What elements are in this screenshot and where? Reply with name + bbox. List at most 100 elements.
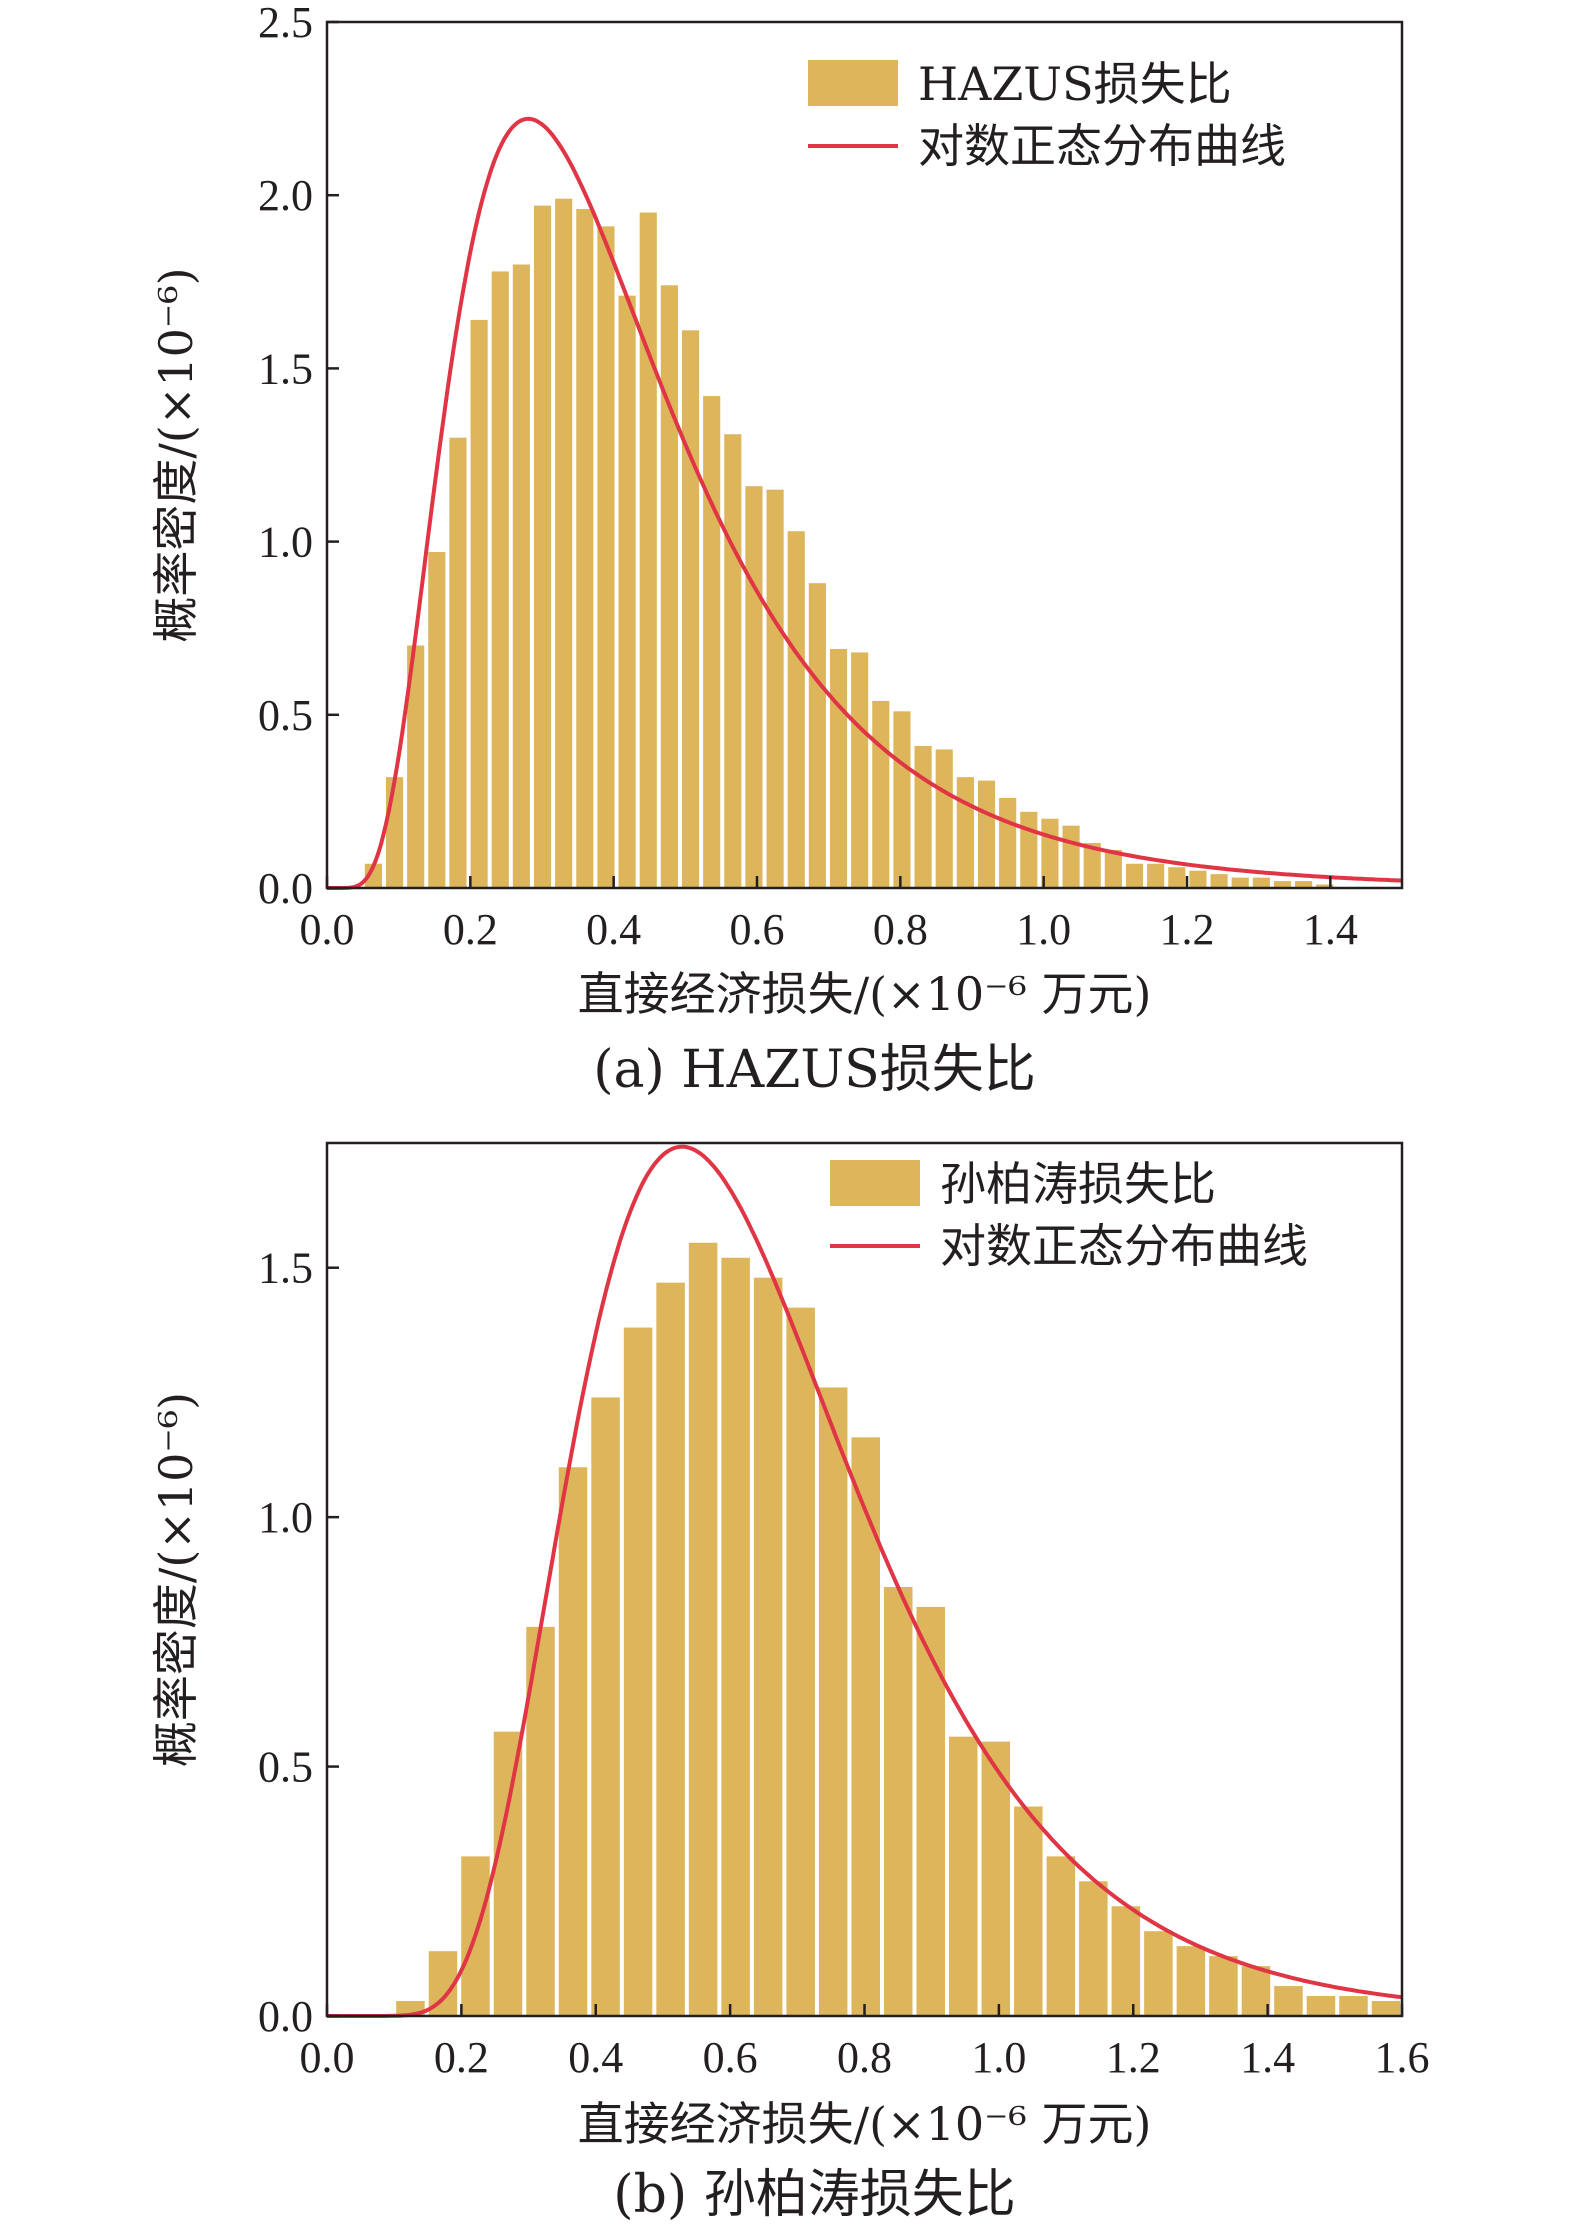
x-tick-label: 0.0 (300, 905, 355, 954)
x-tick-label: 0.0 (300, 2033, 355, 2082)
histogram-bar (949, 1736, 978, 2016)
histogram-bar (1241, 1966, 1271, 2016)
histogram-bar (916, 1606, 946, 2016)
histogram-bar (745, 486, 763, 888)
histogram-bar (558, 1467, 588, 2016)
x-tick-label: 0.4 (586, 905, 641, 954)
histogram-bar (818, 1387, 848, 2016)
legend-bar-label: HAZUS损失比 (918, 57, 1232, 111)
y-tick-label: 2.0 (258, 171, 313, 220)
histogram-bar (851, 652, 869, 888)
x-axis-label: 直接经济损失/(×10⁻⁶ 万元) (578, 967, 1152, 1021)
x-tick-label: 1.4 (1240, 2033, 1295, 2082)
x-tick-label: 0.8 (873, 905, 928, 954)
x-tick-label: 1.6 (1375, 2033, 1430, 2082)
y-tick-label: 0.5 (258, 691, 313, 740)
histogram-bar (1210, 874, 1228, 888)
histogram-bar (660, 285, 678, 888)
y-tick-label: 0.0 (258, 1992, 313, 2041)
histogram-bar (766, 489, 784, 888)
lognormal-curve (327, 116, 1403, 890)
histogram-bar (1104, 849, 1122, 888)
histogram-bar (851, 1437, 880, 2016)
y-tick-label: 0.5 (258, 1743, 313, 1792)
histogram-bar (1316, 884, 1334, 888)
y-axis-label: 概率密度/(×10⁻⁶) (149, 267, 203, 642)
histogram-bar (1020, 811, 1038, 888)
histogram-bar (1176, 1946, 1206, 2016)
histogram-bar (1125, 863, 1144, 888)
histogram-bar (1252, 877, 1270, 888)
lognormal-curve (327, 1144, 1403, 2018)
x-tick-label: 1.0 (1016, 905, 1071, 954)
histogram-bar (555, 198, 573, 888)
figure-caption: (a) HAZUS损失比 (593, 1040, 1036, 1100)
x-tick-label: 0.2 (443, 905, 498, 954)
histogram-bar (618, 295, 636, 888)
histogram-bar (1189, 870, 1207, 888)
x-tick-label: 1.0 (971, 2033, 1026, 2082)
histogram-bar (470, 319, 488, 888)
histogram-bar (449, 437, 467, 888)
y-tick-label: 1.5 (258, 344, 313, 393)
histogram-bar (364, 863, 382, 888)
chart-a: 0.0 0.2 0.4 0.6 0.8 1.0 1.2 1.4 0.0 0.5 1.0 1.5 2.0 2… (149, 0, 1404, 1100)
histogram-bar (1079, 1881, 1108, 2016)
histogram-bar (385, 777, 404, 888)
histogram-bar (981, 1741, 1011, 2016)
histogram-bar (787, 531, 805, 888)
histogram-bar (786, 1307, 815, 2016)
y-tick-label: 2.5 (258, 0, 313, 47)
histogram-bar (639, 212, 657, 888)
histogram-bar (1371, 2001, 1401, 2016)
x-tick-label: 1.2 (1106, 2033, 1161, 2082)
legend-bar-swatch (808, 60, 898, 106)
histogram-bar (1306, 1996, 1336, 2016)
histogram-bar (893, 711, 911, 888)
histogram-bar (688, 1242, 718, 2016)
histogram-bar (956, 777, 974, 888)
histogram-bar (914, 745, 932, 888)
histogram-bar (935, 749, 953, 888)
histogram-bar (597, 226, 615, 889)
histogram-bar (1111, 1906, 1141, 2016)
histogram-bar (656, 1282, 685, 2016)
histogram-bar (1273, 881, 1292, 888)
histogram-bar (428, 551, 446, 888)
y-tick-label: 1.0 (258, 518, 313, 567)
histogram-bar (1231, 877, 1249, 888)
histogram-bar (1168, 867, 1186, 888)
histogram-bar (623, 1327, 653, 2016)
histogram-bar (1083, 842, 1101, 888)
histogram-bar (872, 700, 890, 888)
histogram-bar (1062, 825, 1080, 888)
legend-curve-label: 对数正态分布曲线 (940, 1219, 1308, 1273)
histogram-bar (493, 1731, 523, 2016)
x-tick-label: 0.6 (730, 905, 785, 954)
histogram-bar (883, 1586, 913, 2016)
histogram-bar (576, 209, 594, 888)
figure-caption: (b) 孙柏涛损失比 (613, 2165, 1015, 2225)
histogram-bar (724, 434, 742, 888)
histogram-bar (808, 583, 826, 888)
x-tick-label: 0.2 (434, 2033, 489, 2082)
histogram-bar (1046, 1856, 1076, 2016)
histogram-bar (977, 780, 996, 888)
x-tick-label: 0.4 (568, 2033, 623, 2082)
y-tick-label: 1.0 (258, 1493, 313, 1542)
y-tick-label: 0.0 (258, 864, 313, 913)
histogram-bar (1339, 1996, 1368, 2016)
plot-frame (325, 20, 1404, 890)
histogram-bar (1144, 1931, 1173, 2016)
histogram-bar (1014, 1806, 1043, 2016)
histogram-bar (753, 1277, 783, 2016)
histogram-bar (1274, 1986, 1303, 2016)
histogram-bar (721, 1257, 750, 2016)
x-tick-label: 0.6 (703, 2033, 758, 2082)
x-tick-label: 1.2 (1160, 905, 1215, 954)
y-tick-label: 1.5 (258, 1244, 313, 1293)
histogram-bar (1209, 1956, 1238, 2016)
histogram-bar (1295, 881, 1313, 888)
legend-bar-label: 孙柏涛损失比 (940, 1157, 1216, 1211)
